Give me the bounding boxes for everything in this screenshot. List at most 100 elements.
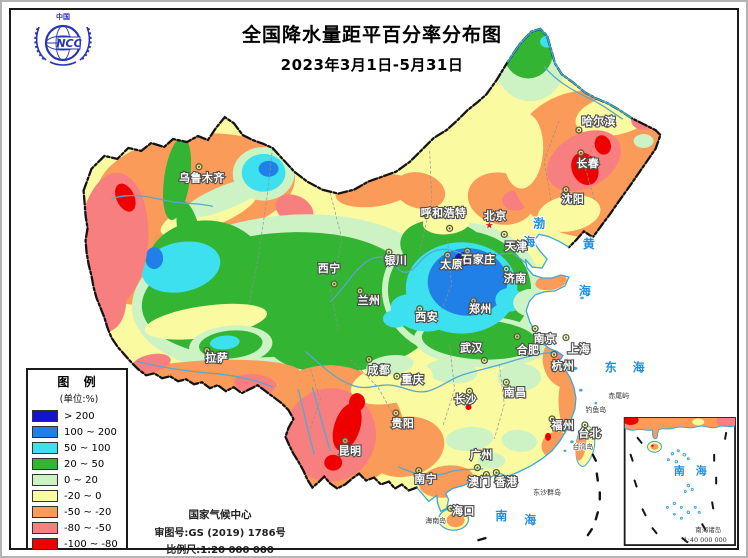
legend-unit: (单位:%) bbox=[59, 394, 99, 405]
city-marker bbox=[581, 421, 589, 429]
city-marker bbox=[341, 437, 349, 445]
city-marker bbox=[562, 333, 570, 342]
city-label: 呼和浩特 bbox=[421, 205, 467, 219]
ncc-logo: 中国 NCC bbox=[34, 12, 92, 66]
logo-abbr-text: NCC bbox=[56, 37, 81, 50]
legend-swatch bbox=[32, 426, 58, 438]
city-marker bbox=[463, 247, 472, 255]
city-label: 广州 bbox=[470, 448, 493, 462]
inset-sea-label: 南 bbox=[674, 464, 685, 478]
city-label: 澳门 bbox=[468, 475, 491, 489]
city-label: 昆明 bbox=[339, 445, 362, 458]
city-marker bbox=[469, 297, 478, 305]
city-label: 南京 bbox=[534, 332, 557, 346]
sea-label: 海 bbox=[579, 284, 591, 298]
legend-swatch bbox=[32, 490, 58, 502]
city-label: 乌鲁木齐 bbox=[179, 171, 225, 185]
city-label: 武汉 bbox=[460, 340, 483, 354]
city-label: 银川 bbox=[384, 253, 407, 267]
city-marker bbox=[385, 248, 393, 256]
city-marker bbox=[465, 387, 474, 395]
city-marker bbox=[500, 230, 508, 238]
sea-label: 海 bbox=[524, 513, 536, 527]
logo-country-text: 中国 bbox=[56, 12, 70, 21]
city-label: 南宁 bbox=[414, 472, 437, 486]
island-label: 钓鱼岛 bbox=[585, 405, 606, 414]
legend-title: 图 例 bbox=[57, 375, 101, 389]
inset-sea-label: 海 bbox=[696, 464, 707, 478]
city-marker bbox=[548, 415, 556, 423]
city-marker bbox=[446, 504, 455, 512]
city-marker bbox=[550, 350, 558, 359]
city-label: 郑州 bbox=[469, 302, 492, 316]
title-block: 全国降水量距平百分率分布图 2023年3月1日-5月31日 bbox=[152, 24, 592, 75]
city-marker bbox=[365, 355, 373, 364]
amur-river-border bbox=[506, 27, 633, 119]
sea-label: 海 bbox=[523, 235, 535, 249]
island-label: 赤尾屿 bbox=[608, 391, 629, 400]
city-marker bbox=[502, 265, 510, 273]
city-marker bbox=[513, 332, 521, 341]
city-label: 重庆 bbox=[401, 372, 424, 386]
logo-abbr-box bbox=[57, 36, 81, 50]
legend-label: 20 ~ 50 bbox=[64, 458, 105, 470]
inset-scale-label: 1:40 000 000 bbox=[684, 536, 727, 544]
sea-labels-layer: 渤海 黄海东 海南海 bbox=[494, 215, 645, 528]
legend-swatch bbox=[32, 522, 58, 534]
city-marker bbox=[443, 251, 452, 259]
page-title: 全国降水量距平百分率分布图 bbox=[241, 24, 502, 46]
city-marker bbox=[330, 280, 338, 288]
city-label: 西安 bbox=[415, 310, 438, 324]
legend-swatch bbox=[32, 410, 58, 422]
city-marker bbox=[356, 287, 364, 295]
legend-label: -20 ~ 0 bbox=[64, 490, 102, 502]
city-label: 成都 bbox=[368, 362, 391, 376]
city-label: 拉萨 bbox=[205, 350, 228, 364]
city-marker bbox=[575, 126, 583, 134]
province-boundaries bbox=[248, 121, 600, 439]
rivers bbox=[111, 66, 624, 477]
legend-item: -50 ~ -20 bbox=[32, 504, 126, 520]
city-label: 南昌 bbox=[504, 385, 527, 399]
legend-item: > 200 bbox=[32, 408, 126, 424]
legend-swatch bbox=[32, 506, 58, 518]
sea-label: 黄 bbox=[583, 237, 595, 251]
city-marker bbox=[195, 163, 203, 171]
legend-swatch bbox=[32, 538, 58, 550]
sea-label: 东 bbox=[605, 360, 617, 374]
city-marker bbox=[492, 468, 500, 477]
city-marker bbox=[562, 186, 570, 194]
city-label: 香港 bbox=[494, 475, 518, 489]
city-marker bbox=[502, 378, 510, 386]
sea-label: 海 bbox=[633, 360, 645, 374]
hainan-island bbox=[438, 507, 470, 531]
city-label: 北京 bbox=[484, 208, 507, 222]
legend-label: 0 ~ 20 bbox=[64, 474, 98, 486]
legend: 图 例 (单位:%) > 200 100 ~ 200 50 ~ 100 20 ~ 50… bbox=[26, 368, 128, 550]
city-label: 福州 bbox=[551, 418, 575, 432]
island-label: 海南岛 bbox=[425, 516, 446, 525]
legend-item: 0 ~ 20 bbox=[32, 472, 126, 488]
sea-label: 渤 bbox=[533, 216, 545, 230]
city-label: 沈阳 bbox=[561, 192, 584, 206]
city-marker bbox=[392, 409, 400, 417]
city-marker bbox=[393, 372, 401, 380]
city-label: 哈尔滨 bbox=[582, 114, 616, 128]
logo-wreath-bottom bbox=[49, 61, 77, 66]
legend-item: 100 ~ 200 bbox=[32, 424, 126, 440]
city-marker bbox=[416, 305, 424, 313]
page-subtitle: 2023年3月1日-5月31日 bbox=[280, 56, 464, 74]
city-label: 合肥 bbox=[517, 342, 540, 356]
city-marker bbox=[473, 464, 482, 472]
city-marker bbox=[577, 149, 585, 157]
legend-label: 100 ~ 200 bbox=[64, 426, 117, 438]
city-marker bbox=[482, 470, 491, 479]
legend-label: > 200 bbox=[64, 410, 95, 422]
city-label: 石家庄 bbox=[460, 252, 495, 266]
city-marker bbox=[203, 346, 211, 355]
attribution-org: 国家气候中心 bbox=[188, 509, 252, 521]
island-label: 台湾岛 bbox=[572, 442, 593, 451]
city-label: 西宁 bbox=[318, 261, 341, 275]
city-label: 台北 bbox=[578, 426, 601, 440]
